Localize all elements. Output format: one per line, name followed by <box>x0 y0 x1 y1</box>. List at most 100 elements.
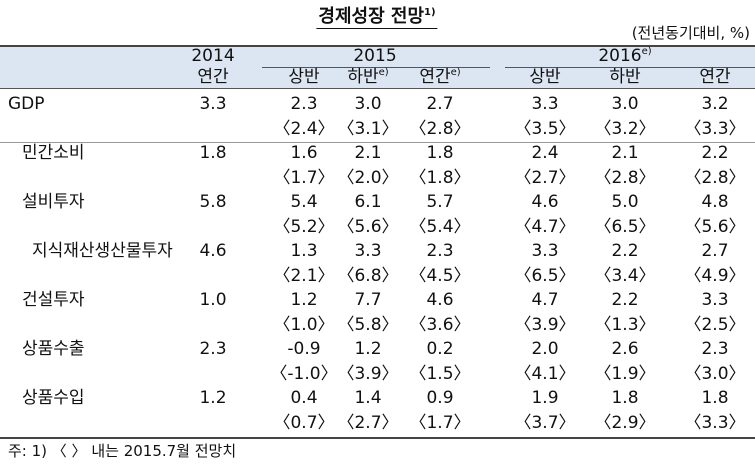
previous-value: 〈0.7〉 <box>273 412 334 434</box>
period-header-text: 상반 <box>529 67 561 87</box>
value: -0.9 <box>287 338 320 360</box>
previous-value-text: 〈2.8〉 <box>684 168 746 188</box>
value: 4.8 <box>701 191 728 213</box>
previous-value: 〈2.7〉 <box>514 167 575 189</box>
previous-value-text: 〈4.1〉 <box>514 364 576 384</box>
previous-value: 〈6.5〉 <box>514 265 575 287</box>
value: 5.8 <box>199 191 226 213</box>
previous-value: 〈1.7〉 <box>409 412 470 434</box>
previous-value: 〈3.6〉 <box>409 314 470 336</box>
previous-value-text: 〈5.6〉 <box>337 217 399 237</box>
value-text: 1.9 <box>531 388 559 408</box>
value: 2.2 <box>611 240 638 262</box>
value: 2.7 <box>426 93 453 115</box>
previous-value-text: 〈3.4〉 <box>594 266 656 286</box>
previous-value: 〈5.6〉 <box>337 216 398 238</box>
value-text: 0.4 <box>290 388 318 408</box>
rule <box>0 142 755 143</box>
value: 2.6 <box>611 338 638 360</box>
previous-value-text: 〈1.5〉 <box>409 364 471 384</box>
previous-value-text: 〈-1.0〉 <box>270 364 338 384</box>
value: 1.2 <box>290 289 317 311</box>
value: 6.1 <box>354 191 381 213</box>
previous-value: 〈2.7〉 <box>337 412 398 434</box>
header-band <box>0 45 755 88</box>
rule <box>0 45 755 47</box>
value-text: 1.4 <box>354 388 382 408</box>
value-text: 4.6 <box>199 241 227 261</box>
period-header-sup: e) <box>450 67 461 78</box>
previous-value: 〈3.5〉 <box>514 118 575 140</box>
title-text: 경제성장 전망 <box>318 6 425 27</box>
value-text: 3.3 <box>701 290 729 310</box>
previous-value-text: 〈2.9〉 <box>594 413 656 433</box>
previous-value: 〈-1.0〉 <box>270 363 337 385</box>
row-label: 민간소비 <box>22 142 85 164</box>
year-header-text: 2015 <box>353 46 397 66</box>
value-text: 3.3 <box>531 94 559 114</box>
previous-value: 〈2.5〉 <box>684 314 745 336</box>
value-text: 2.7 <box>426 94 454 114</box>
row-label: 건설투자 <box>22 289 85 311</box>
previous-value: 〈3.3〉 <box>684 118 745 140</box>
value-text: 3.2 <box>701 94 729 114</box>
previous-value: 〈2.8〉 <box>594 167 655 189</box>
value: 5.4 <box>290 191 317 213</box>
value: 2.1 <box>354 142 381 164</box>
value: 2.4 <box>531 142 558 164</box>
previous-value-text: 〈1.9〉 <box>594 364 656 384</box>
value-text: 1.2 <box>290 290 318 310</box>
period-header-text: 연간 <box>197 67 229 87</box>
previous-value: 〈5.8〉 <box>337 314 398 336</box>
period-header: 상반 <box>288 66 319 88</box>
previous-value-text: 〈3.1〉 <box>337 119 399 139</box>
previous-value: 〈4.9〉 <box>684 265 745 287</box>
value-text: 2.2 <box>611 290 639 310</box>
value: 2.3 <box>701 338 728 360</box>
previous-value: 〈2.8〉 <box>684 167 745 189</box>
value: 3.3 <box>354 240 381 262</box>
previous-value-text: 〈1.8〉 <box>409 168 471 188</box>
period-header-text: 연간 <box>699 67 731 87</box>
value-text: 5.8 <box>199 192 227 212</box>
previous-value-text: 〈3.9〉 <box>514 315 576 335</box>
title: 경제성장 전망1) <box>316 6 438 29</box>
value-text: 1.8 <box>611 388 639 408</box>
previous-value-text: 〈2.4〉 <box>273 119 335 139</box>
row-label-text: 민간소비 <box>22 143 85 163</box>
previous-value: 〈3.0〉 <box>684 363 745 385</box>
title-note: 1) <box>424 7 436 18</box>
value: 3.3 <box>701 289 728 311</box>
value: 2.1 <box>611 142 638 164</box>
row-label-text: 지식재산생산물투자 <box>32 241 173 261</box>
year-header-text: 2016 <box>598 46 642 66</box>
value: 4.7 <box>531 289 558 311</box>
previous-value: 〈5.2〉 <box>273 216 334 238</box>
row-label: 설비투자 <box>22 191 85 213</box>
value: 1.2 <box>354 338 381 360</box>
previous-value: 〈5.6〉 <box>684 216 745 238</box>
value: 1.8 <box>701 387 728 409</box>
previous-value: 〈2.1〉 <box>273 265 334 287</box>
row-label: GDP <box>8 93 45 115</box>
previous-value-text: 〈4.9〉 <box>684 266 746 286</box>
previous-value: 〈4.5〉 <box>409 265 470 287</box>
footnote: 주: 1) 〈 〉 내는 2015.7월 전망치 <box>8 442 237 460</box>
value-text: 1.8 <box>199 143 227 163</box>
value-text: 2.2 <box>701 143 729 163</box>
year-header-text: 2014 <box>191 46 235 66</box>
value: 1.4 <box>354 387 381 409</box>
value-text: 4.6 <box>426 290 454 310</box>
value-text: 4.7 <box>531 290 559 310</box>
value-text: 0.9 <box>426 388 454 408</box>
period-header: 하반e) <box>347 66 388 88</box>
value-text: 2.3 <box>199 339 227 359</box>
previous-value-text: 〈2.7〉 <box>337 413 399 433</box>
previous-value: 〈4.1〉 <box>514 363 575 385</box>
rule <box>262 67 490 68</box>
previous-value: 〈2.9〉 <box>594 412 655 434</box>
row-label: 상품수출 <box>22 338 85 360</box>
value-text: 2.4 <box>531 143 559 163</box>
previous-value-text: 〈2.8〉 <box>409 119 471 139</box>
